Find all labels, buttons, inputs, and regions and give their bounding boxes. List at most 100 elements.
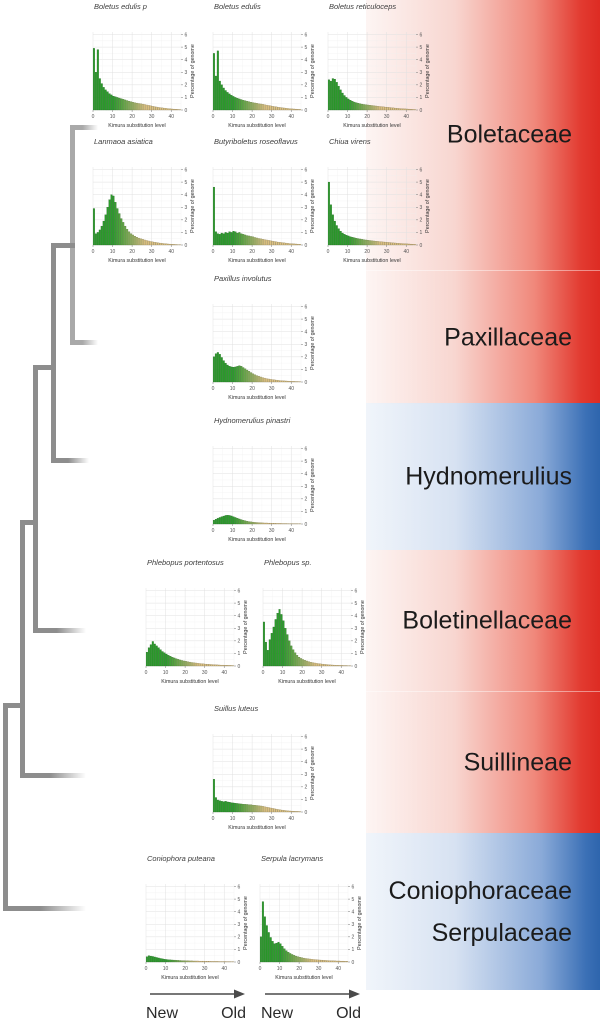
svg-text:0: 0 xyxy=(145,670,148,676)
y-axis-label: Percentage of genome xyxy=(310,179,316,233)
chart-serpula-lacrymans: Serpula lacrymans 0 10 20 30 40 Kimura substit… xyxy=(259,854,384,986)
svg-text:2: 2 xyxy=(420,218,423,224)
svg-text:0: 0 xyxy=(212,386,215,392)
svg-text:6: 6 xyxy=(185,167,188,173)
svg-text:6: 6 xyxy=(238,588,241,594)
species-title: Hydnomerulius pinastri xyxy=(214,416,291,425)
histogram-bars xyxy=(327,181,416,246)
histogram-bars xyxy=(92,48,181,111)
svg-text:0: 0 xyxy=(305,243,308,249)
svg-text:1: 1 xyxy=(352,947,355,953)
time-axis-left: New Old xyxy=(146,986,246,1019)
species-title: Serpula lacrymans xyxy=(261,854,324,863)
x-axis-label: Kimura substitution level xyxy=(228,123,285,129)
svg-text:6: 6 xyxy=(305,32,308,38)
svg-text:0: 0 xyxy=(212,816,215,822)
svg-text:10: 10 xyxy=(345,249,351,255)
svg-text:2: 2 xyxy=(305,355,308,361)
grid-lines xyxy=(327,167,417,246)
chart-boletus-edulis-p: Boletus edulis p 0 10 20 30 40 Kimura substitu… xyxy=(92,2,217,134)
y-axis-label: Percentage of genome xyxy=(310,316,316,370)
svg-text:2: 2 xyxy=(305,497,308,503)
chart-butyriboletus-roseoflavus: Butyriboletus roseoflavus 0 10 20 30 40 Kimura… xyxy=(212,137,337,269)
svg-text:30: 30 xyxy=(202,966,208,972)
x-axis-label: Kimura substitution level xyxy=(228,395,285,401)
histogram-bars xyxy=(145,641,234,667)
clade-band-boletaceae: Boletaceae xyxy=(366,0,600,270)
grid-lines xyxy=(92,167,182,246)
time-label-new: New xyxy=(146,1005,179,1019)
chart-boletus-reticuloceps: Boletus reticuloceps 0 10 20 30 40 Kimura subs… xyxy=(327,2,452,134)
clade-band-suillineae: Suillineae xyxy=(366,691,600,833)
svg-text:1: 1 xyxy=(420,230,423,236)
svg-text:30: 30 xyxy=(269,816,275,822)
svg-text:5: 5 xyxy=(420,180,423,186)
histogram-bars xyxy=(145,955,234,963)
svg-text:30: 30 xyxy=(149,114,155,120)
y-axis-label: Percentage of genome xyxy=(425,179,431,233)
svg-text:2: 2 xyxy=(185,218,188,224)
svg-text:30: 30 xyxy=(384,249,390,255)
y-axis-label: Percentage of genome xyxy=(190,179,196,233)
x-axis-label: Kimura substitution level xyxy=(108,258,165,264)
svg-text:30: 30 xyxy=(316,966,322,972)
svg-text:30: 30 xyxy=(269,249,275,255)
y-axis-label: Percentage of genome xyxy=(310,44,316,98)
y-axis-label: Percentage of genome xyxy=(190,44,196,98)
svg-text:3: 3 xyxy=(238,922,241,928)
svg-text:30: 30 xyxy=(269,528,275,534)
svg-text:2: 2 xyxy=(355,639,358,645)
svg-text:40: 40 xyxy=(288,386,294,392)
svg-text:0: 0 xyxy=(212,528,215,534)
svg-text:4: 4 xyxy=(355,613,358,619)
tip-suillineae xyxy=(20,773,86,778)
time-axis-right: New Old xyxy=(261,986,361,1019)
svg-text:10: 10 xyxy=(230,386,236,392)
svg-text:10: 10 xyxy=(110,249,116,255)
clade-band-paxillaceae: Paxillaceae xyxy=(366,270,600,404)
svg-text:6: 6 xyxy=(352,884,355,890)
x-axis-label: Kimura substitution level xyxy=(228,258,285,264)
grid-lines xyxy=(212,734,302,813)
y-axis-label: Percentage of genome xyxy=(357,896,363,950)
svg-text:1: 1 xyxy=(238,947,241,953)
species-title: Boletus edulis xyxy=(214,2,261,11)
svg-text:40: 40 xyxy=(168,114,174,120)
svg-text:4: 4 xyxy=(305,329,308,335)
svg-text:6: 6 xyxy=(238,884,241,890)
svg-text:2: 2 xyxy=(238,639,241,645)
tip-paxillaceae xyxy=(70,340,98,345)
svg-text:4: 4 xyxy=(305,759,308,765)
svg-text:20: 20 xyxy=(129,114,135,120)
svg-text:10: 10 xyxy=(163,966,169,972)
svg-text:1: 1 xyxy=(238,651,241,657)
clade-label-boletinellaceae: Boletinellaceae xyxy=(402,606,572,634)
species-title: Lanmaoa asiatica xyxy=(94,137,153,146)
chart-boletus-edulis: Boletus edulis 0 10 20 30 40 Kimura substituti… xyxy=(212,2,337,134)
species-title: Coniophora puteana xyxy=(147,854,215,863)
grid-lines xyxy=(212,446,302,525)
species-title: Phlebopus portentosus xyxy=(147,558,224,567)
svg-text:1: 1 xyxy=(355,651,358,657)
y-axis-label: Percentage of genome xyxy=(310,746,316,800)
svg-text:40: 40 xyxy=(403,114,409,120)
species-title: Phlebopus sp. xyxy=(264,558,312,567)
svg-text:10: 10 xyxy=(345,114,351,120)
histogram-bars xyxy=(327,78,416,111)
svg-text:40: 40 xyxy=(338,670,344,676)
chart-phlebopus-portentosus: Phlebopus portentosus 0 10 20 30 40 Kimura sub… xyxy=(145,558,270,690)
svg-text:5: 5 xyxy=(305,45,308,51)
